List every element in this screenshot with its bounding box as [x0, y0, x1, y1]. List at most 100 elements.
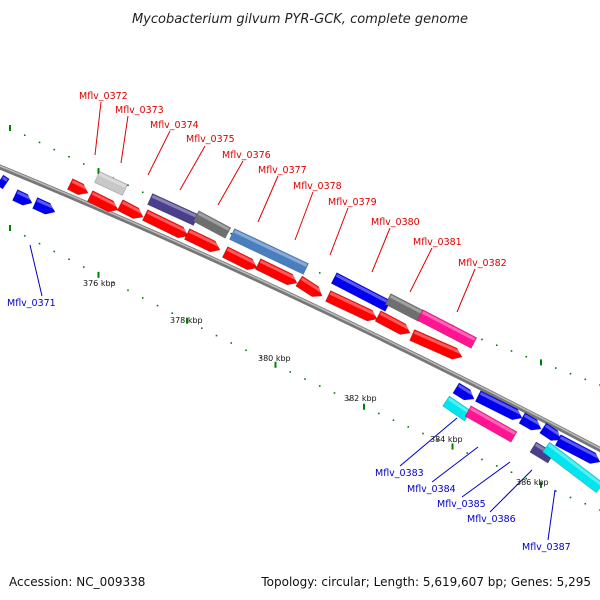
guide-dot	[318, 385, 321, 387]
gene-0370-partial	[0, 174, 10, 190]
guide-dot	[466, 452, 469, 454]
guide-dot	[481, 338, 483, 341]
leader-line-top	[257, 175, 279, 223]
gene-0374	[116, 199, 145, 219]
gene-label-mflv-0371: Mflv_0371	[7, 298, 56, 309]
label-leaders	[29, 101, 556, 541]
guide-dot	[259, 356, 262, 359]
leader-line-bottom	[461, 461, 511, 498]
guide-dot	[377, 412, 380, 415]
guide-dot	[554, 490, 557, 492]
leader-line-bottom	[29, 244, 43, 297]
guide-dot	[348, 399, 351, 401]
gene-0383e	[554, 434, 600, 464]
guide-dot	[68, 258, 70, 261]
genome-backbone-highlight	[0, 165, 600, 450]
guide-dot	[525, 477, 528, 480]
gene-0376	[192, 210, 232, 239]
gene-0383c	[518, 412, 543, 431]
leader-line-bottom	[399, 417, 458, 467]
leader-line-top	[371, 227, 391, 273]
guide-dot	[510, 471, 513, 474]
leader-line-top	[94, 101, 102, 156]
tick-label-380-kbp: 380 kbp	[258, 354, 291, 363]
guide-dot	[200, 327, 203, 329]
guide-dot	[127, 289, 129, 292]
guide-dot	[304, 378, 306, 380]
gene-0377b	[221, 246, 259, 271]
guide-dot	[569, 372, 572, 375]
guide-tick	[274, 361, 277, 368]
gene-0382b	[409, 329, 464, 360]
guide-dot	[127, 184, 129, 187]
accession-text: Accession: NC_009338	[9, 575, 145, 589]
guide-dot	[141, 191, 144, 194]
tick-label-376-kbp: 376 kbp	[83, 279, 116, 288]
map-title: Mycobacterium gilvum PYR-GCK, complete g…	[132, 12, 468, 27]
leader-line-top	[147, 130, 171, 176]
guide-dot	[584, 378, 587, 381]
gene-0383d	[539, 422, 563, 441]
gene-0381b	[374, 310, 412, 335]
gene-label-mflv-0377: Mflv_0377	[258, 165, 307, 176]
guide-dot	[422, 432, 424, 435]
gene-0379	[295, 275, 324, 297]
guide-dot	[584, 502, 587, 505]
gene-label-mflv-0378: Mflv_0378	[293, 181, 342, 192]
gene-0380	[330, 272, 392, 312]
gene-0379b	[325, 290, 379, 322]
guide-dot	[333, 392, 336, 394]
tick-label-386-kbp: 386 kbp	[516, 478, 549, 487]
guide-dot	[38, 141, 41, 144]
guide-dot	[112, 281, 115, 284]
gene-label-mflv-0374: Mflv_0374	[150, 120, 199, 131]
gene-label-mflv-0384: Mflv_0384	[407, 484, 456, 495]
gene-0377	[229, 228, 309, 275]
leader-line-bottom	[547, 489, 556, 541]
gene-label-mflv-0373: Mflv_0373	[115, 105, 164, 116]
guide-dot	[289, 371, 292, 373]
guide-dot	[53, 148, 56, 151]
genome-backbone	[0, 164, 600, 453]
guide-tick	[540, 359, 542, 366]
guide-tick	[363, 403, 365, 410]
guide-tick	[451, 443, 454, 450]
guide-dot	[53, 250, 56, 253]
gene-0376b	[183, 228, 222, 253]
topology-text: Topology: circular; Length: 5,619,607 bp…	[260, 575, 591, 589]
gene-label-mflv-0382: Mflv_0382	[458, 258, 507, 269]
guide-dot	[318, 272, 321, 274]
guide-dot	[82, 266, 85, 268]
guide-dot	[156, 304, 159, 307]
gene-0373b	[86, 190, 120, 213]
tick-label-382-kbp: 382 kbp	[344, 394, 377, 403]
guide-dot	[569, 496, 572, 499]
gene-0371b	[32, 197, 57, 215]
guide-dot	[68, 155, 70, 158]
tick-label-378-kbp: 378 kbp	[170, 316, 203, 325]
gene-0378	[254, 258, 299, 286]
gene-0384	[464, 405, 518, 443]
gene-label-mflv-0375: Mflv_0375	[186, 134, 235, 145]
guide-tick	[9, 225, 11, 231]
gene-label-mflv-0385: Mflv_0385	[437, 499, 486, 510]
gene-label-mflv-0386: Mflv_0386	[467, 514, 516, 525]
guide-tick	[540, 481, 542, 488]
leader-line-bottom	[489, 469, 533, 513]
gene-0383a	[452, 382, 476, 401]
guide-dot	[23, 235, 26, 237]
guide-tick	[97, 271, 100, 278]
leader-line-top	[409, 247, 433, 293]
gene-0372	[66, 178, 90, 196]
leader-line-top	[179, 145, 206, 191]
guide-dot	[141, 297, 144, 299]
guide-tick	[186, 317, 188, 324]
gene-label-mflv-0372: Mflv_0372	[79, 91, 128, 102]
guide-dot	[82, 163, 85, 165]
tick-label-384-kbp: 384 kbp	[430, 435, 463, 444]
guide-dot	[230, 232, 233, 235]
guide-dot	[436, 439, 439, 441]
gene-0376a	[141, 209, 190, 239]
